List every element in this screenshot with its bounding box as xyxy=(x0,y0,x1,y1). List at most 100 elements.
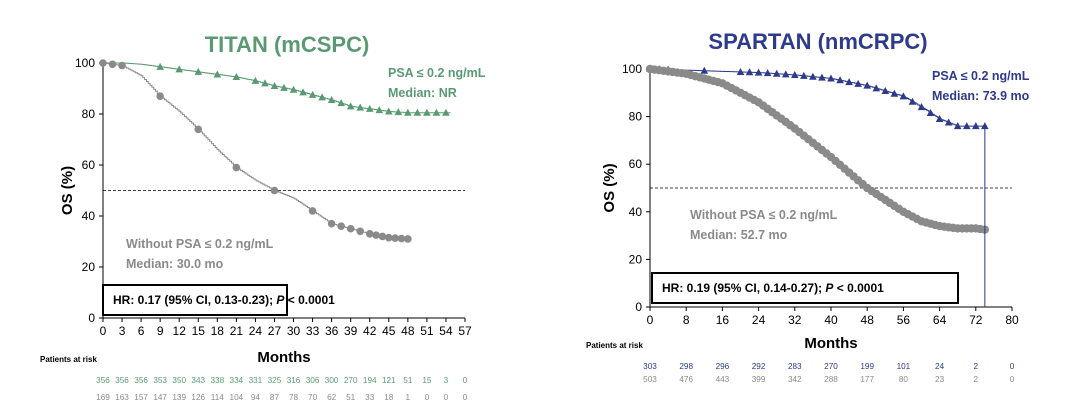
censor-marker xyxy=(962,122,971,130)
censor-marker xyxy=(800,71,808,79)
censor-marker xyxy=(308,90,317,98)
risk-count: 270 xyxy=(824,362,838,371)
risk-count: 306 xyxy=(306,376,320,385)
risk-count: 87 xyxy=(270,393,280,402)
risk-count: 163 xyxy=(115,393,129,402)
censor-marker xyxy=(972,122,980,130)
x-tick-label: 48 xyxy=(861,313,875,327)
hr-text: HR: 0.19 (95% CI, 0.14-0.27); P < 0.0001 xyxy=(662,281,884,295)
censor-marker xyxy=(754,68,763,76)
risk-count: 139 xyxy=(172,393,186,402)
censor-marker xyxy=(953,122,962,130)
x-axis-label: Months xyxy=(804,335,857,352)
censor-marker xyxy=(845,78,853,86)
censor-marker xyxy=(763,69,772,77)
risk-count: 399 xyxy=(752,375,766,384)
censor-marker xyxy=(289,85,298,93)
censor-marker xyxy=(781,70,790,78)
y-tick-label: 80 xyxy=(629,110,643,124)
censor-marker xyxy=(337,222,345,230)
risk-count: 70 xyxy=(308,393,318,402)
risk-count: 298 xyxy=(679,362,693,371)
censor-marker xyxy=(375,106,384,114)
risk-count: 288 xyxy=(824,375,838,384)
risk-count: 300 xyxy=(325,376,339,385)
censor-marker xyxy=(981,122,989,130)
risk-count: 126 xyxy=(191,393,205,402)
censor-marker xyxy=(917,103,926,111)
censor-marker xyxy=(881,87,890,95)
y-tick-label: 40 xyxy=(629,205,643,219)
risk-count: 316 xyxy=(287,376,301,385)
risk-count: 331 xyxy=(249,376,263,385)
x-tick-label: 33 xyxy=(306,324,320,338)
risk-count: 0 xyxy=(1010,375,1015,384)
x-tick-label: 27 xyxy=(268,324,282,338)
risk-count: 292 xyxy=(752,362,766,371)
risk-count: 33 xyxy=(365,393,375,402)
x-tick-label: 48 xyxy=(401,324,415,338)
censor-marker xyxy=(391,234,399,242)
y-tick-label: 0 xyxy=(88,311,95,325)
chart-title: TITAN (mCSPC) xyxy=(205,32,370,57)
censor-marker xyxy=(270,186,279,195)
y-tick-label: 60 xyxy=(629,157,643,171)
y-tick-label: 40 xyxy=(82,209,96,223)
risk-count: 350 xyxy=(172,376,186,385)
x-tick-label: 72 xyxy=(969,313,983,327)
risk-count: 270 xyxy=(344,376,358,385)
hr-box xyxy=(102,284,288,316)
censor-marker xyxy=(365,104,374,112)
y-tick-label: 100 xyxy=(75,56,95,70)
censor-marker xyxy=(890,89,899,97)
risk-count: 0 xyxy=(444,393,449,402)
risk-count: 114 xyxy=(211,393,224,402)
survival-curve-1 xyxy=(103,62,451,114)
series2-annotation-median: Median: 52.7 mo xyxy=(690,228,788,242)
risk-count: 0 xyxy=(463,393,468,402)
censor-marker xyxy=(791,70,799,78)
risk-count: 356 xyxy=(134,376,148,385)
risk-count: 343 xyxy=(191,376,205,385)
hr-box xyxy=(651,272,959,304)
censor-marker xyxy=(232,73,241,81)
risk-table-label: Patients at risk xyxy=(586,341,643,350)
risk-count: 503 xyxy=(643,375,657,384)
risk-count: 121 xyxy=(382,376,396,385)
censor-marker xyxy=(299,88,307,96)
censor-marker xyxy=(251,76,260,84)
censor-marker xyxy=(346,102,355,110)
risk-count: 356 xyxy=(115,376,129,385)
censor-marker xyxy=(118,61,126,70)
x-tick-label: 21 xyxy=(230,324,244,338)
series1-annotation-name: PSA ≤ 0.2 ng/mL xyxy=(932,69,1030,83)
censor-marker xyxy=(700,66,709,74)
censor-marker xyxy=(745,68,754,76)
censor-marker xyxy=(442,108,450,116)
censor-marker xyxy=(863,81,871,89)
censor-marker xyxy=(836,76,844,84)
risk-count: 296 xyxy=(716,362,730,371)
x-tick-label: 51 xyxy=(420,324,434,338)
y-axis-label: OS (%) xyxy=(59,166,76,215)
survival-curve-2 xyxy=(103,62,408,240)
censor-marker xyxy=(213,70,222,78)
y-tick-label: 100 xyxy=(622,62,642,76)
risk-count: 0 xyxy=(1010,362,1015,371)
risk-count: 80 xyxy=(899,375,909,384)
series2-annotation-median: Median: 30.0 mo xyxy=(126,257,224,271)
x-tick-label: 56 xyxy=(897,313,911,327)
risk-count: 2 xyxy=(974,362,979,371)
y-tick-label: 0 xyxy=(635,300,642,314)
risk-count: 94 xyxy=(251,393,261,402)
censor-marker xyxy=(156,62,164,70)
risk-count: 476 xyxy=(679,375,693,384)
x-tick-label: 39 xyxy=(344,324,358,338)
risk-count: 78 xyxy=(289,393,299,402)
censor-marker xyxy=(432,108,441,116)
censor-marker xyxy=(397,234,406,243)
x-tick-label: 36 xyxy=(325,324,339,338)
risk-count: 303 xyxy=(643,362,657,371)
